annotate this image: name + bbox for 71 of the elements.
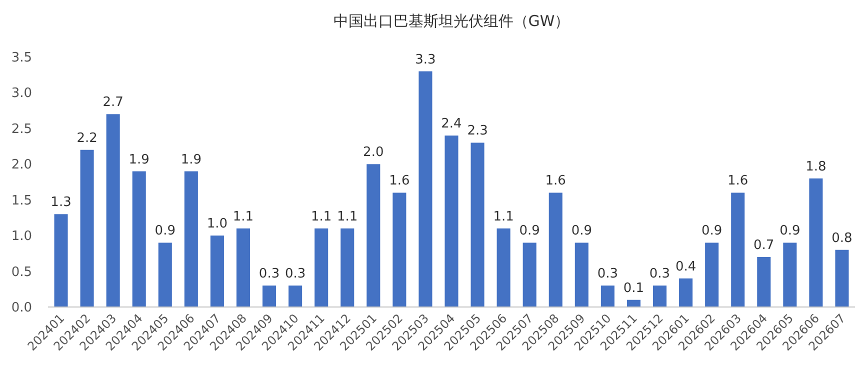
data-label: 1.3 [50,195,72,210]
data-label: 1.1 [232,209,254,224]
bar [158,242,172,307]
y-tick-label: 1.5 [11,193,32,208]
bar [210,236,224,307]
data-label: 2.0 [363,145,384,160]
data-label: 1.6 [545,174,566,189]
data-label: 0.7 [754,238,774,253]
bar [366,164,380,307]
bar [574,242,588,307]
bar [757,257,771,307]
y-tick-label: 0.5 [11,264,32,280]
bar [835,250,849,307]
bar [444,136,458,307]
data-label: 1.6 [728,174,748,189]
bar [184,171,198,307]
bar [80,150,94,307]
data-label: 0.4 [675,259,696,274]
data-label: 1.0 [206,216,228,232]
data-label: 0.3 [258,266,280,282]
bar [679,278,693,307]
data-label: 0.9 [780,224,800,239]
bar [54,214,68,307]
bar [600,286,614,307]
data-label: 0.9 [154,224,176,239]
bar [106,114,120,307]
data-label: 2.4 [441,116,462,132]
data-label: 0.9 [571,224,592,239]
data-label: 1.6 [389,174,410,189]
y-tick-label: 2.5 [11,122,32,137]
bar [809,178,823,307]
data-label: 0.1 [623,280,644,296]
bar [314,228,328,307]
bar [548,192,562,307]
data-label: 1.1 [337,209,358,224]
bar [340,228,354,307]
bar [236,228,250,307]
bar [288,286,302,307]
data-label: 0.3 [597,266,618,282]
bar [418,71,432,307]
y-tick-label: 2.0 [11,158,32,173]
data-label: 0.9 [701,224,722,239]
data-label: 1.9 [128,152,150,168]
data-label: 1.8 [806,159,826,174]
bar [392,192,406,307]
bar [262,286,276,307]
data-label: 0.8 [832,230,852,246]
bar [731,192,745,307]
y-tick-label: 3.0 [11,86,32,102]
bar [132,171,146,307]
data-label: 0.9 [519,224,540,239]
title: 中国出口巴基斯坦光伏组件（GW） [333,12,570,30]
bar [626,300,640,307]
bar [496,228,510,307]
data-label: 1.1 [310,209,332,224]
bar [522,242,536,307]
data-label: 2.7 [102,95,124,110]
data-label: 0.3 [284,266,306,282]
data-label: 1.9 [180,152,202,168]
data-label: 3.3 [415,52,436,68]
y-tick-label: 1.0 [11,229,32,244]
y-tick-label: 3.5 [11,50,32,66]
bar [705,242,719,307]
y-tick-label: 0.0 [11,300,32,316]
data-label: 1.1 [493,209,514,224]
data-label: 2.3 [467,124,488,139]
data-label: 0.3 [649,266,670,282]
bar [783,242,797,307]
bar [652,286,667,307]
bar [470,142,484,307]
data-label: 2.2 [76,130,98,146]
